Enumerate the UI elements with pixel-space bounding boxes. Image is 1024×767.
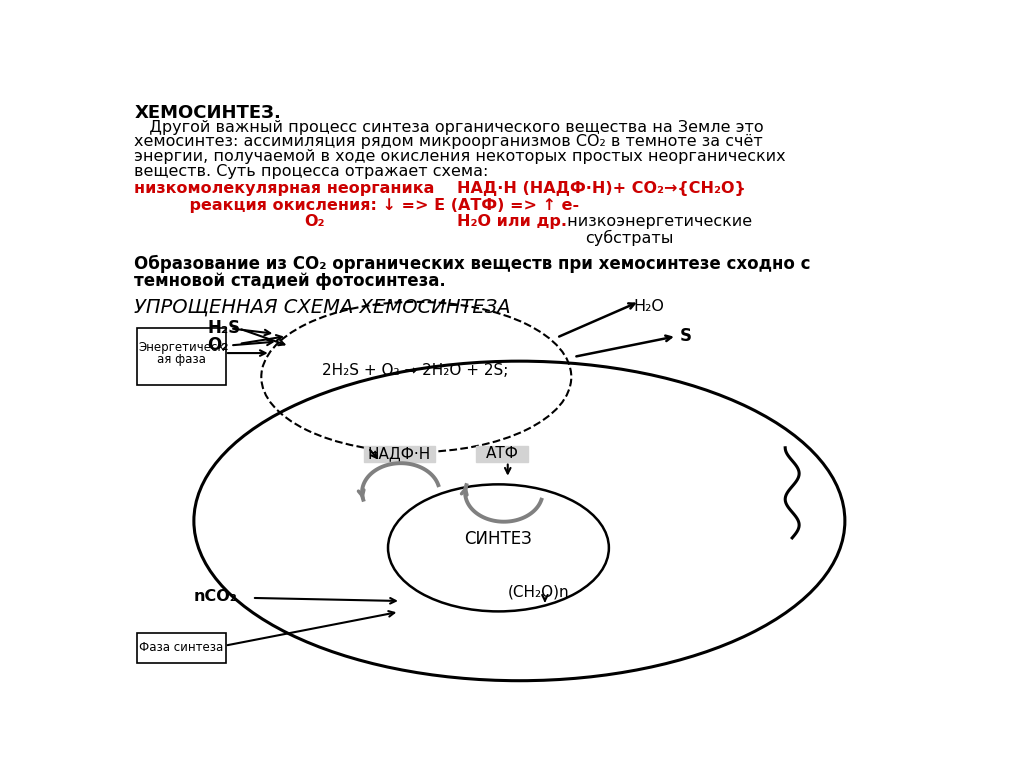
- FancyBboxPatch shape: [364, 446, 435, 462]
- Text: субстраты: субстраты: [586, 230, 674, 246]
- Text: хемосинтез: ассимиляция рядом микроорганизмов CO₂ в темноте за счёт: хемосинтез: ассимиляция рядом микроорган…: [134, 134, 763, 150]
- Text: НАД·Н (НАДФ·Н)+ CO₂→{CH₂O}: НАД·Н (НАДФ·Н)+ CO₂→{CH₂O}: [458, 181, 746, 196]
- Text: энергии, получаемой в ходе окисления некоторых простых неорганических: энергии, получаемой в ходе окисления нек…: [134, 149, 785, 164]
- Text: реакция окисления: ↓ => E (АТФ) => ↑ е-: реакция окисления: ↓ => E (АТФ) => ↑ е-: [167, 198, 579, 212]
- Text: веществ. Суть процесса отражает схема:: веществ. Суть процесса отражает схема:: [134, 163, 488, 179]
- Text: ая фаза: ая фаза: [157, 353, 206, 366]
- Text: АТФ: АТФ: [485, 446, 519, 462]
- Text: Другой важный процесс синтеза органического вещества на Земле это: Другой важный процесс синтеза органическ…: [134, 120, 764, 135]
- Text: S: S: [680, 328, 692, 345]
- FancyBboxPatch shape: [476, 446, 528, 462]
- Text: Образование из CO₂ органических веществ при хемосинтезе сходно с: Образование из CO₂ органических веществ …: [134, 255, 811, 274]
- Text: низкоэнергетические: низкоэнергетические: [562, 214, 752, 229]
- Text: Фаза синтеза: Фаза синтеза: [139, 641, 223, 654]
- Text: O₂: O₂: [305, 214, 326, 229]
- Text: nCO₂: nCO₂: [194, 589, 238, 604]
- Text: УПРОЩЕННАЯ СХЕМА ХЕМОСИНТЕЗА: УПРОЩЕННАЯ СХЕМА ХЕМОСИНТЕЗА: [134, 298, 511, 317]
- Text: H₂S: H₂S: [207, 319, 241, 337]
- Text: ХЕМОСИНТЕЗ.: ХЕМОСИНТЕЗ.: [134, 104, 281, 122]
- Text: НАДФ·Н: НАДФ·Н: [368, 446, 431, 462]
- Text: (CH₂O)n: (CH₂O)n: [508, 584, 569, 599]
- Text: H₂O или др.: H₂O или др.: [458, 214, 567, 229]
- Text: темновой стадией фотосинтеза.: темновой стадией фотосинтеза.: [134, 272, 445, 290]
- Text: Энергетическ: Энергетическ: [138, 341, 225, 354]
- Text: H₂O: H₂O: [633, 299, 665, 314]
- Text: низкомолекулярная неорганика: низкомолекулярная неорганика: [134, 181, 434, 196]
- Text: СИНТЕЗ: СИНТЕЗ: [465, 530, 532, 548]
- Text: 2H₂S + O₂ ⇒ 2H₂O + 2S;: 2H₂S + O₂ ⇒ 2H₂O + 2S;: [322, 364, 508, 378]
- Text: O₂: O₂: [207, 337, 228, 354]
